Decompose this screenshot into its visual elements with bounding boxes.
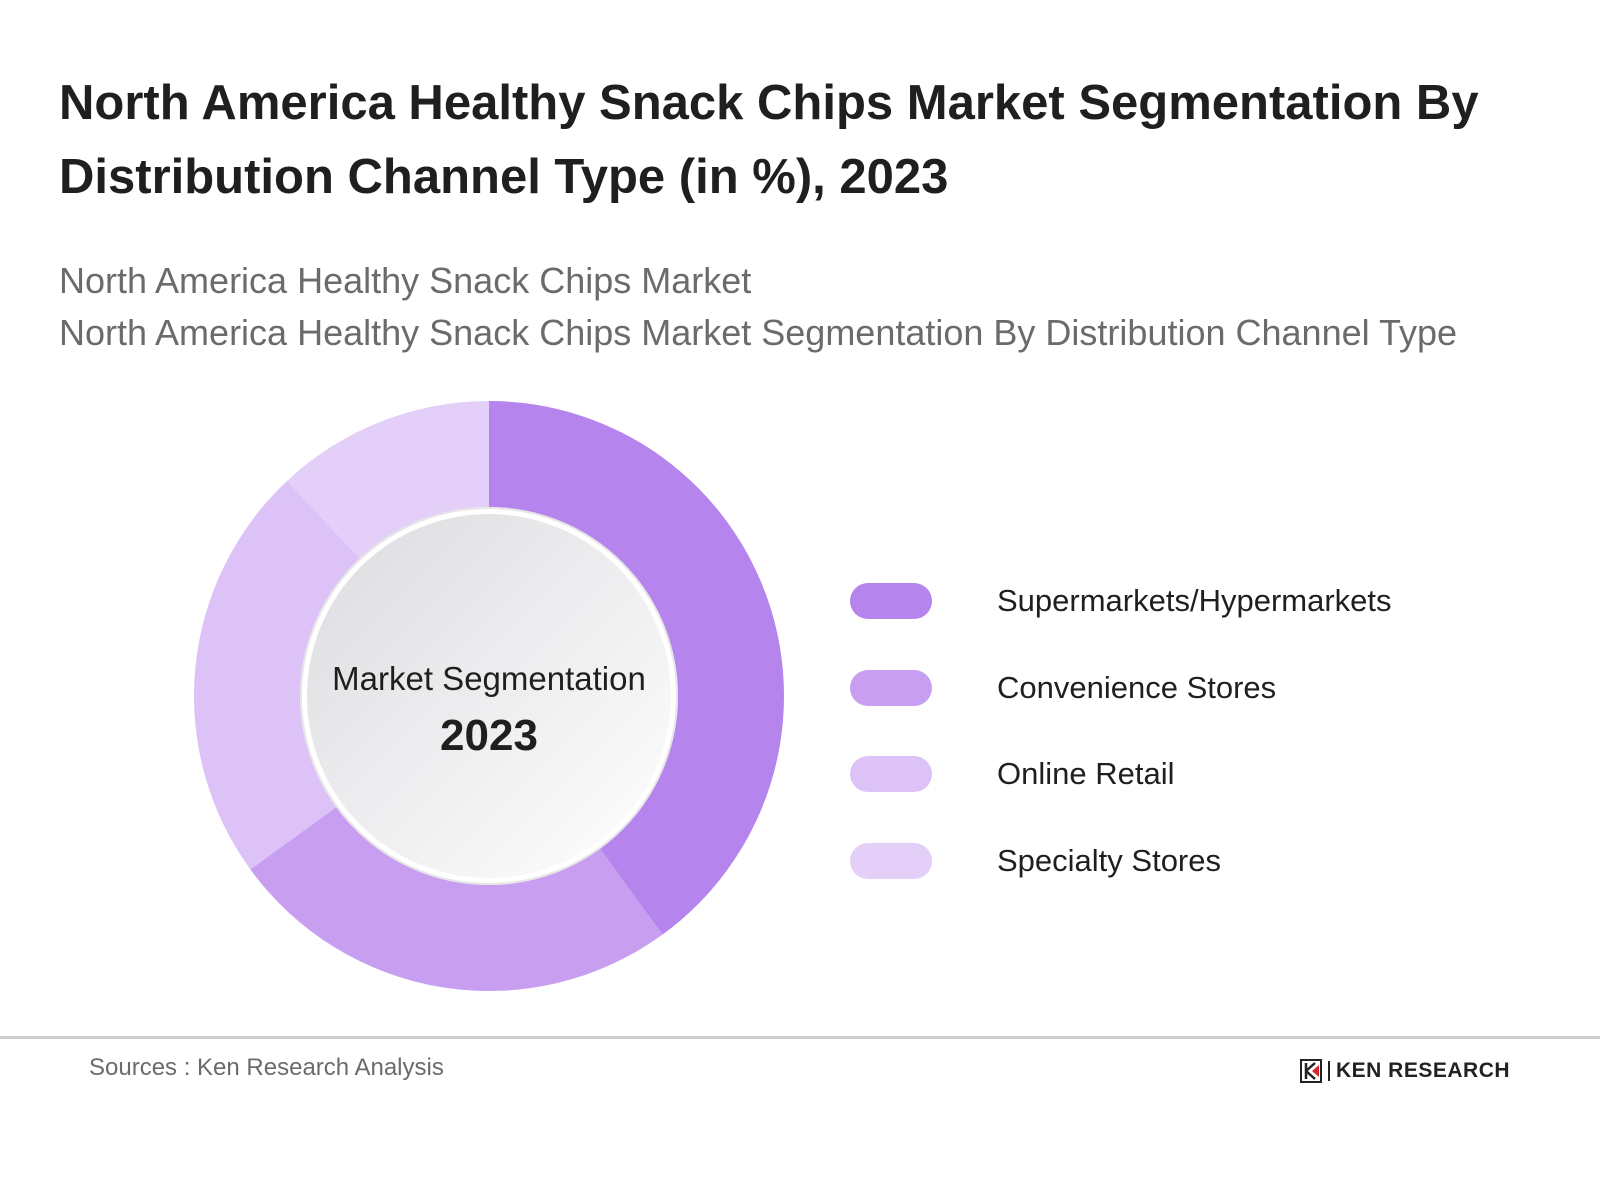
subtitle-line: North America Healthy Snack Chips Market… [59, 312, 1458, 353]
donut-slice-supermarkets-hypermarkets [489, 401, 784, 935]
donut-hole [307, 514, 671, 878]
chart-title: North America Healthy Snack Chips Market… [59, 76, 1479, 204]
subtitle-line: North America Healthy Snack Chips Market [59, 260, 752, 301]
legend-label: Specialty Stores [997, 842, 1221, 878]
legend-swatch [850, 756, 932, 793]
legend-item: Convenience Stores [850, 660, 1392, 747]
center-value: 2023 [440, 711, 538, 760]
ken-research-logo: KEN RESEARCH [1300, 1059, 1510, 1083]
logo-text: KEN RESEARCH [1336, 1059, 1511, 1082]
center-label: Market Segmentation [332, 660, 646, 697]
ken-logo-icon [1300, 1059, 1322, 1083]
legend-label: Convenience Stores [997, 669, 1277, 705]
sources-note: Sources : Ken Research Analysis [89, 1054, 444, 1081]
donut-slice-specialty-stores [287, 401, 489, 559]
chart-subtitle: North America Healthy Snack Chips Market… [59, 255, 1499, 359]
legend-swatch [850, 583, 932, 620]
legend-swatch [850, 842, 932, 879]
legend-label: Supermarkets/Hypermarkets [997, 583, 1392, 619]
donut-slice-convenience-stores [250, 807, 663, 991]
legend: Supermarkets/Hypermarkets Convenience St… [850, 573, 1392, 919]
legend-item: Specialty Stores [850, 833, 1392, 920]
legend-swatch [850, 669, 932, 706]
legend-item: Supermarkets/Hypermarkets [850, 573, 1392, 660]
footer-divider [0, 1036, 1600, 1039]
legend-item: Online Retail [850, 746, 1392, 833]
donut-slice-online-retail [193, 480, 360, 870]
legend-label: Online Retail [997, 756, 1175, 792]
logo-separator [1328, 1061, 1330, 1081]
